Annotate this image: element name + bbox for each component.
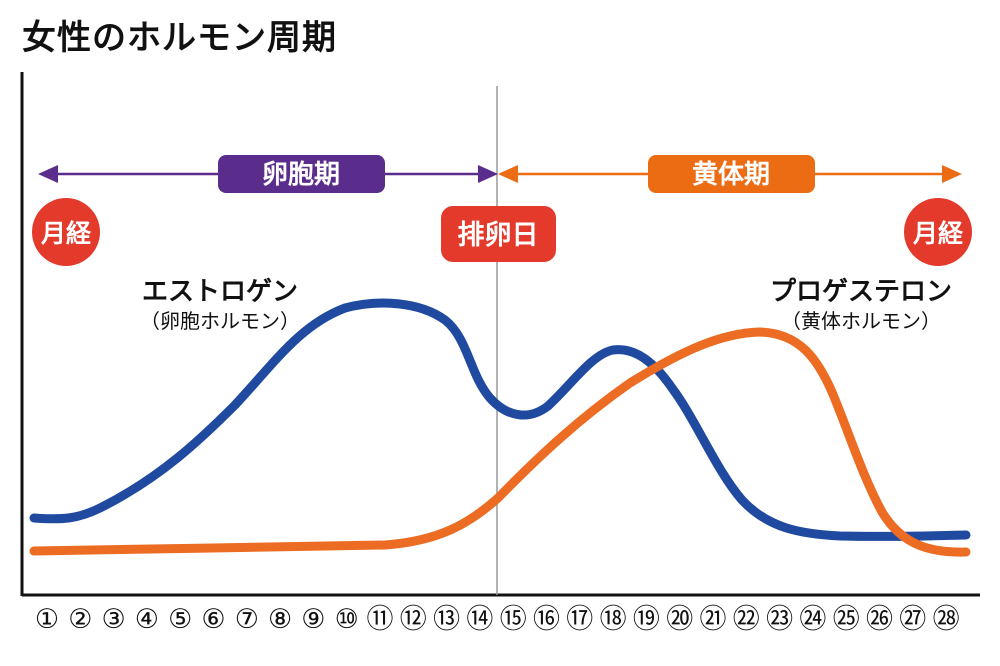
day-label: ⑱ xyxy=(600,604,627,635)
luteal-phase-badge xyxy=(648,155,815,193)
day-label: ⑦ xyxy=(235,604,259,635)
follicular-phase-label: 卵胞期 xyxy=(262,159,340,190)
progesterone-name: プロゲステロン xyxy=(769,277,952,307)
day-label: ㉔ xyxy=(799,604,826,635)
day-label: ④ xyxy=(135,604,159,635)
day-label: ㉑ xyxy=(700,604,727,635)
day-label: ① xyxy=(35,604,59,635)
day-label: ⑪ xyxy=(367,604,394,635)
day-label: ⑳ xyxy=(666,604,693,635)
progesterone-label: プロゲステロン （黄体ホルモン） xyxy=(748,276,974,334)
ovulation-label: 排卵日 xyxy=(458,220,539,251)
luteal-phase-arrow: 黄体期 xyxy=(498,155,962,193)
day-label: ⑮ xyxy=(500,604,527,635)
estrogen-curve xyxy=(29,298,971,541)
day-label: ⑲ xyxy=(633,604,660,635)
day-label: ⑯ xyxy=(533,604,560,635)
ovulation-marker: 排卵日 xyxy=(441,206,556,262)
progesterone-curve xyxy=(29,327,971,557)
progesterone-subname: （黄体ホルモン） xyxy=(781,309,941,333)
day-label: ③ xyxy=(101,604,125,635)
day-label: ⑨ xyxy=(301,604,325,635)
day-label: ㉕ xyxy=(833,604,860,635)
follicular-phase-badge xyxy=(218,155,385,193)
estrogen-name: エストロゲン xyxy=(141,277,298,307)
luteal-phase-label: 黄体期 xyxy=(692,160,770,190)
day-label: ㉗ xyxy=(899,604,926,635)
estrogen-subname: （卵胞ホルモン） xyxy=(140,309,300,333)
menstruation-start-marker: 月経 xyxy=(32,198,100,266)
day-label: ⑰ xyxy=(566,604,593,635)
day-label: ㉘ xyxy=(933,604,960,635)
day-label: ⑩ xyxy=(335,604,359,635)
follicular-phase-arrow: 卵胞期 xyxy=(38,155,498,193)
day-label: ㉓ xyxy=(766,604,793,635)
day-label: ⑤ xyxy=(168,604,192,635)
menstruation-start-label: 月経 xyxy=(40,219,92,248)
day-label: ② xyxy=(68,604,92,635)
day-label: ㉖ xyxy=(866,604,893,635)
day-label: ㉒ xyxy=(733,604,760,635)
day-label: ⑥ xyxy=(201,604,225,635)
day-label: ⑭ xyxy=(466,604,493,635)
page-title: 女性のホルモン周期 xyxy=(22,18,337,58)
day-label: ⑬ xyxy=(433,604,460,635)
day-label: ⑧ xyxy=(268,604,292,635)
day-label: ⑫ xyxy=(400,604,427,635)
estrogen-label: エストロゲン （卵胞ホルモン） xyxy=(120,276,320,334)
menstruation-end-label: 月経 xyxy=(912,219,964,248)
menstruation-end-marker: 月経 xyxy=(904,198,972,266)
